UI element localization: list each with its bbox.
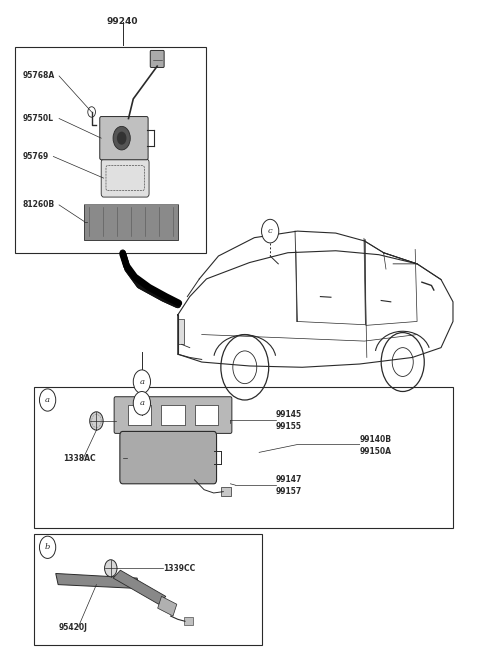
Circle shape bbox=[133, 370, 151, 394]
Text: 99240: 99240 bbox=[107, 17, 139, 26]
Circle shape bbox=[105, 560, 117, 577]
Text: a: a bbox=[139, 400, 144, 407]
Text: 81260B: 81260B bbox=[22, 201, 54, 209]
Circle shape bbox=[39, 536, 56, 558]
Polygon shape bbox=[84, 203, 178, 239]
Bar bbox=[161, 405, 185, 425]
Bar bbox=[178, 319, 183, 344]
Text: 99150A: 99150A bbox=[360, 447, 392, 455]
Circle shape bbox=[262, 219, 279, 243]
Bar bbox=[34, 387, 453, 527]
Bar bbox=[15, 47, 206, 253]
Text: a: a bbox=[45, 396, 50, 404]
Circle shape bbox=[117, 132, 126, 145]
Text: 1338AC: 1338AC bbox=[63, 455, 96, 463]
Bar bbox=[194, 405, 218, 425]
Text: 99147: 99147 bbox=[276, 476, 302, 484]
FancyBboxPatch shape bbox=[114, 397, 232, 434]
Text: a: a bbox=[139, 378, 144, 386]
Text: 95769: 95769 bbox=[22, 152, 48, 161]
Text: 95768A: 95768A bbox=[22, 72, 55, 81]
Circle shape bbox=[90, 412, 103, 430]
Text: 99140B: 99140B bbox=[360, 435, 392, 443]
Bar bbox=[221, 487, 231, 496]
Text: 95420J: 95420J bbox=[58, 623, 87, 632]
Bar bbox=[183, 617, 193, 625]
Circle shape bbox=[113, 127, 130, 150]
Bar bbox=[128, 405, 152, 425]
FancyBboxPatch shape bbox=[101, 159, 149, 197]
Bar bbox=[34, 534, 262, 646]
Circle shape bbox=[133, 392, 151, 415]
Circle shape bbox=[39, 389, 56, 411]
Polygon shape bbox=[157, 596, 177, 616]
Text: 95750L: 95750L bbox=[22, 114, 53, 123]
Text: 99155: 99155 bbox=[276, 422, 302, 431]
FancyBboxPatch shape bbox=[120, 432, 216, 483]
Text: 99157: 99157 bbox=[276, 487, 302, 496]
Polygon shape bbox=[56, 573, 140, 588]
Circle shape bbox=[88, 107, 96, 117]
FancyBboxPatch shape bbox=[150, 51, 164, 68]
Polygon shape bbox=[113, 570, 166, 604]
Text: 99145: 99145 bbox=[276, 410, 302, 419]
Text: b: b bbox=[45, 543, 50, 551]
Text: c: c bbox=[268, 227, 273, 235]
Text: 1339CC: 1339CC bbox=[163, 564, 196, 573]
FancyBboxPatch shape bbox=[100, 117, 148, 160]
